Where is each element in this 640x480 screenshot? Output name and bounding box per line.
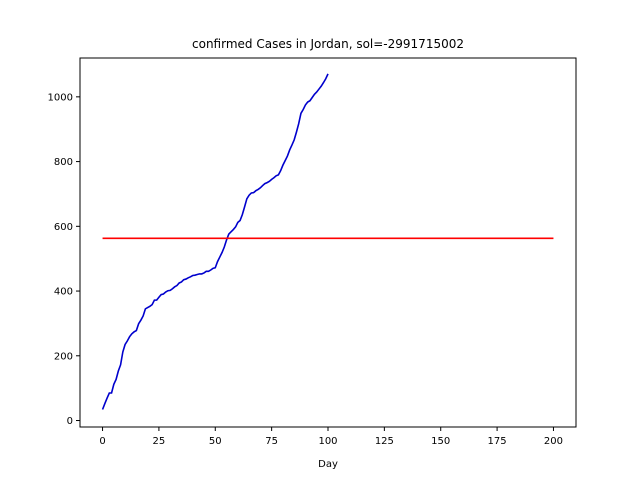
chart-title: confirmed Cases in Jordan, sol=-29917150…	[192, 37, 464, 51]
series-line-0	[101, 73, 329, 410]
x-tick-label: 100	[318, 436, 337, 447]
plot-area	[101, 73, 554, 410]
x-tick-label: 50	[209, 436, 222, 447]
x-tick-label: 125	[375, 436, 394, 447]
y-axis: 0 200 400 600 800 1000	[48, 92, 80, 427]
y-tick-label: 1000	[48, 92, 73, 103]
x-axis: 0 25 50 75 100 125 150 175 200	[99, 427, 563, 447]
x-tick-label: 0	[99, 436, 105, 447]
axes-frame	[79, 57, 577, 428]
y-tick-label: 800	[54, 157, 73, 168]
x-tick-label: 25	[153, 436, 166, 447]
y-tick-label: 600	[54, 222, 73, 233]
x-tick-label: 200	[544, 436, 563, 447]
y-tick-label: 200	[54, 351, 73, 362]
x-tick-label: 175	[488, 436, 507, 447]
x-tick-label: 150	[431, 436, 450, 447]
y-tick-label: 400	[54, 287, 73, 298]
x-axis-label: Day	[318, 459, 338, 470]
x-tick-label: 75	[265, 436, 278, 447]
y-tick-label: 0	[67, 416, 73, 427]
